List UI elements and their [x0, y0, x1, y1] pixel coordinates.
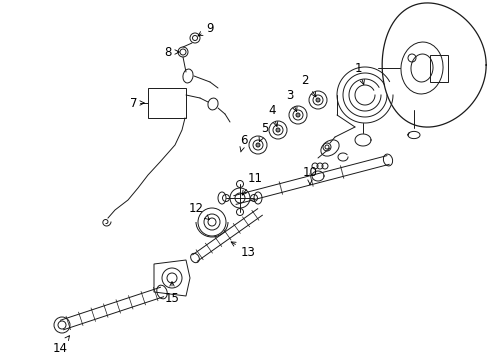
Text: 3: 3	[286, 89, 296, 112]
Text: 2: 2	[301, 73, 315, 97]
Bar	[148, 88, 185, 118]
Text: 8: 8	[164, 45, 179, 59]
Text: 6: 6	[240, 134, 247, 152]
Text: 12: 12	[188, 202, 209, 220]
Text: 13: 13	[231, 242, 255, 258]
Text: 11: 11	[242, 171, 262, 195]
Text: 14: 14	[52, 336, 69, 355]
Text: 5: 5	[259, 122, 268, 141]
Text: 9: 9	[198, 22, 213, 36]
Text: 7: 7	[130, 96, 144, 109]
Text: 1: 1	[353, 62, 364, 85]
Text: 15: 15	[164, 282, 179, 305]
Circle shape	[295, 113, 299, 117]
Text: 10: 10	[302, 166, 317, 184]
Circle shape	[315, 98, 319, 102]
Text: 4: 4	[268, 104, 277, 126]
Circle shape	[256, 143, 260, 147]
Circle shape	[275, 128, 280, 132]
